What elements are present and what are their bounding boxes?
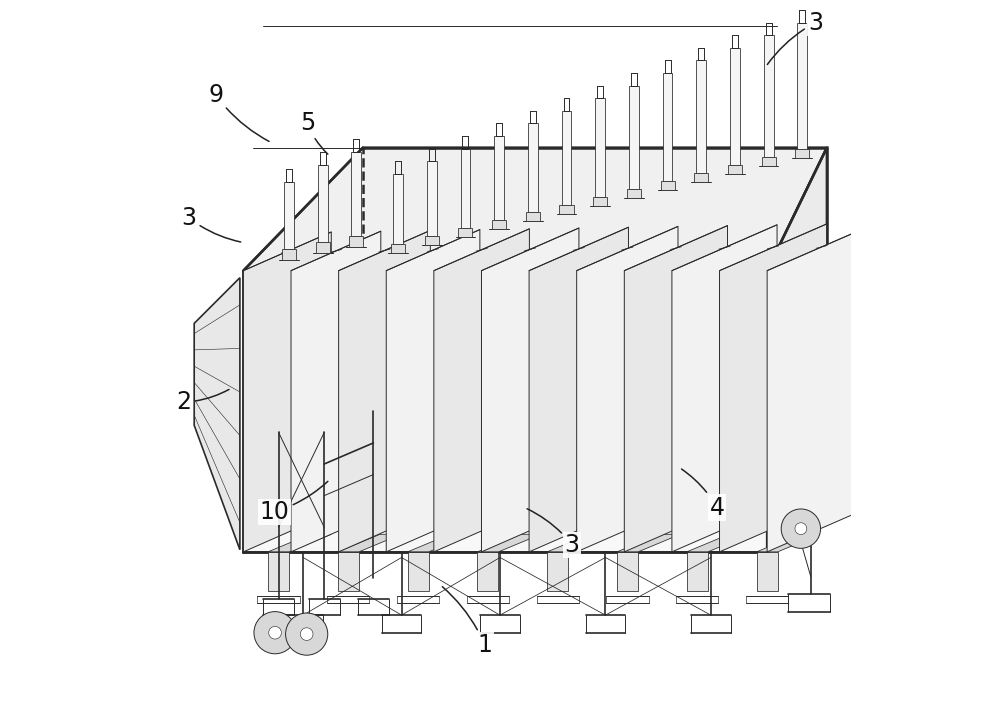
- Polygon shape: [349, 236, 363, 247]
- Circle shape: [254, 612, 296, 654]
- Polygon shape: [243, 232, 331, 552]
- Circle shape: [300, 628, 313, 640]
- Polygon shape: [461, 148, 470, 228]
- Polygon shape: [386, 230, 480, 552]
- Polygon shape: [529, 227, 628, 552]
- Polygon shape: [764, 35, 774, 157]
- Polygon shape: [757, 534, 820, 552]
- Polygon shape: [728, 165, 742, 174]
- Polygon shape: [284, 182, 294, 249]
- Polygon shape: [617, 534, 680, 552]
- Polygon shape: [391, 244, 405, 253]
- Text: 10: 10: [260, 482, 328, 524]
- Polygon shape: [528, 124, 538, 212]
- Polygon shape: [696, 60, 706, 173]
- Polygon shape: [663, 73, 672, 181]
- Polygon shape: [687, 552, 708, 591]
- Polygon shape: [617, 552, 638, 591]
- Polygon shape: [243, 271, 767, 552]
- Text: 3: 3: [767, 11, 823, 65]
- Polygon shape: [694, 173, 708, 182]
- Polygon shape: [730, 48, 740, 165]
- Polygon shape: [268, 552, 289, 591]
- Polygon shape: [767, 223, 876, 552]
- Polygon shape: [408, 552, 429, 591]
- Polygon shape: [624, 226, 728, 552]
- Polygon shape: [661, 181, 675, 190]
- Polygon shape: [562, 111, 571, 205]
- Polygon shape: [767, 148, 827, 552]
- Text: 3: 3: [527, 509, 580, 557]
- Text: 9: 9: [208, 83, 269, 141]
- Polygon shape: [291, 231, 381, 552]
- Polygon shape: [194, 278, 240, 550]
- Polygon shape: [434, 228, 529, 552]
- Polygon shape: [797, 22, 807, 149]
- Polygon shape: [408, 534, 471, 552]
- Polygon shape: [318, 165, 328, 242]
- Polygon shape: [687, 534, 750, 552]
- Polygon shape: [338, 534, 401, 552]
- Polygon shape: [795, 149, 809, 158]
- Polygon shape: [339, 231, 430, 552]
- Text: 5: 5: [300, 111, 328, 154]
- Text: 4: 4: [682, 469, 724, 520]
- Circle shape: [795, 523, 807, 534]
- Polygon shape: [577, 226, 678, 552]
- Polygon shape: [351, 152, 361, 236]
- Polygon shape: [559, 205, 574, 214]
- Polygon shape: [338, 552, 359, 591]
- Polygon shape: [458, 228, 472, 237]
- Polygon shape: [762, 157, 776, 166]
- Polygon shape: [477, 552, 498, 591]
- Text: 3: 3: [182, 206, 241, 242]
- Circle shape: [286, 613, 328, 655]
- Polygon shape: [494, 136, 504, 220]
- Polygon shape: [672, 225, 777, 552]
- Polygon shape: [393, 174, 403, 244]
- Polygon shape: [477, 534, 541, 552]
- Polygon shape: [757, 552, 778, 591]
- Polygon shape: [425, 236, 439, 245]
- Circle shape: [269, 626, 281, 639]
- Polygon shape: [547, 534, 610, 552]
- Polygon shape: [627, 188, 641, 198]
- Polygon shape: [526, 212, 540, 221]
- Polygon shape: [243, 148, 827, 271]
- Polygon shape: [547, 552, 568, 591]
- Polygon shape: [427, 161, 437, 236]
- Polygon shape: [720, 224, 827, 552]
- Polygon shape: [492, 220, 506, 229]
- Polygon shape: [593, 197, 607, 205]
- Text: 1: 1: [442, 587, 492, 657]
- Polygon shape: [595, 98, 605, 197]
- Text: 2: 2: [177, 389, 229, 414]
- Polygon shape: [282, 249, 296, 260]
- Polygon shape: [481, 228, 579, 552]
- Circle shape: [781, 509, 821, 548]
- Polygon shape: [316, 242, 330, 253]
- Polygon shape: [268, 534, 331, 552]
- Polygon shape: [629, 86, 639, 188]
